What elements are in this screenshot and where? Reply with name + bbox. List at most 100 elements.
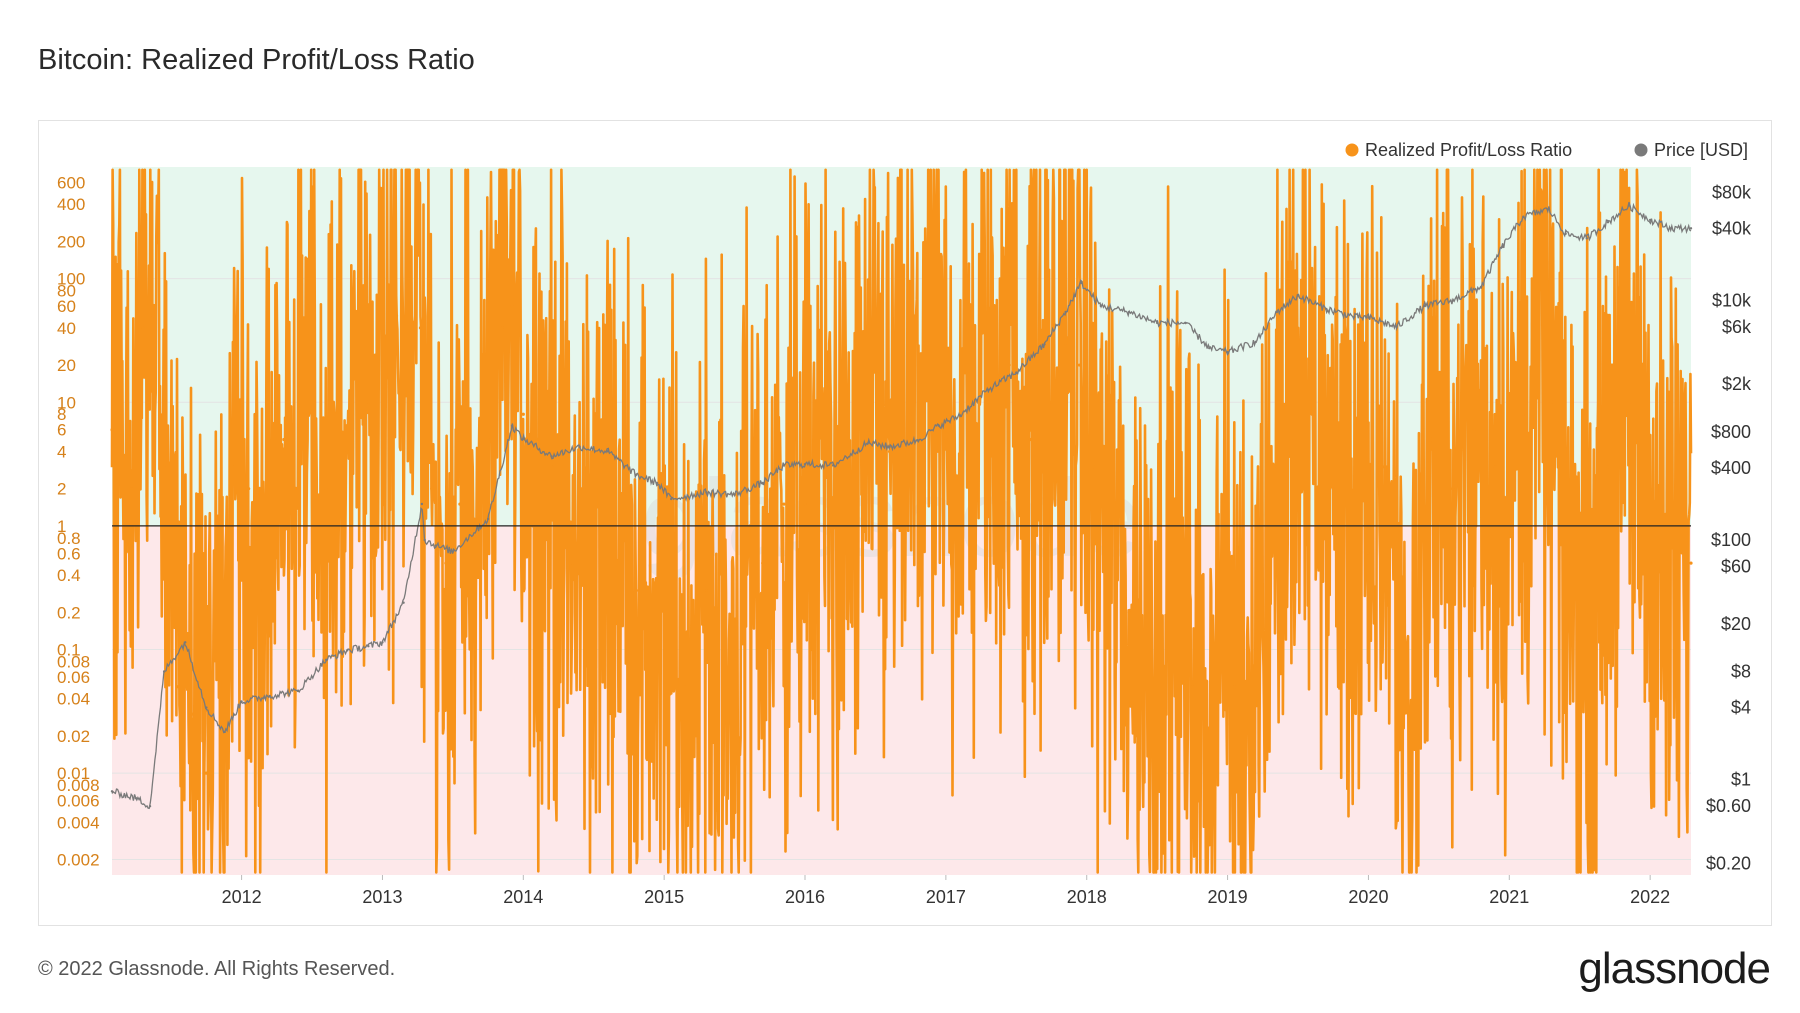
price-point xyxy=(782,464,786,467)
ratio-point xyxy=(1493,465,1497,469)
price-point xyxy=(1689,227,1693,230)
ratio-point xyxy=(909,412,913,416)
ratio-point xyxy=(1148,647,1152,652)
ratio-point xyxy=(1507,487,1511,491)
price-point xyxy=(1254,340,1257,344)
y-left-tick-label: 0.2 xyxy=(57,603,81,622)
ratio-point xyxy=(965,412,969,416)
price-point xyxy=(367,645,370,648)
ratio-point xyxy=(1190,685,1194,689)
ratio-point xyxy=(345,449,349,454)
y-left-tick-label: 8 xyxy=(57,405,66,424)
price-point xyxy=(1099,304,1103,308)
y-right-tick-label: $800 xyxy=(1711,422,1751,442)
price-point xyxy=(324,658,328,662)
y-left-tick-label: 200 xyxy=(57,232,85,251)
price-point xyxy=(831,464,835,467)
price-point xyxy=(1451,299,1455,302)
price-point xyxy=(510,424,514,427)
ratio-point xyxy=(1606,465,1610,469)
price-point xyxy=(268,694,271,698)
price-point xyxy=(434,544,438,547)
y-right-tick-label: $6k xyxy=(1722,317,1752,337)
y-left-tick-label: 6 xyxy=(57,421,66,440)
ratio-point xyxy=(1676,573,1680,577)
legend-item-ratio[interactable]: Realized Profit/Loss Ratio xyxy=(1365,140,1572,160)
price-point xyxy=(669,497,673,501)
price-point xyxy=(420,502,424,506)
ratio-point xyxy=(571,561,575,565)
price-point xyxy=(296,689,300,693)
price-point xyxy=(451,550,455,553)
price-point xyxy=(1324,307,1328,311)
ratio-point xyxy=(549,465,554,469)
ratio-point xyxy=(486,437,490,442)
series-line-price xyxy=(111,201,1692,810)
ratio-point xyxy=(190,712,194,716)
price-point xyxy=(1296,294,1300,297)
price-point xyxy=(205,706,208,709)
price-point xyxy=(522,437,525,441)
price-point xyxy=(1395,325,1398,329)
price-point xyxy=(867,441,870,444)
chart-svg: glassnode 0.0020.0040.0060.0080.010.020.… xyxy=(57,140,1752,907)
price-point xyxy=(148,805,152,808)
ratio-point xyxy=(634,588,638,593)
ratio-point xyxy=(261,588,265,593)
ratio-point xyxy=(1310,412,1314,416)
ratio-point xyxy=(1380,465,1385,469)
ratio-point xyxy=(430,487,434,491)
price-point xyxy=(223,730,226,734)
price-point xyxy=(1564,232,1567,236)
price-point xyxy=(486,517,490,521)
price-point xyxy=(1043,343,1046,346)
ratio-point xyxy=(1549,400,1554,404)
ratio-point xyxy=(986,400,990,404)
ratio-point xyxy=(232,465,237,469)
price-point xyxy=(1015,371,1018,374)
price-point xyxy=(916,439,919,442)
ratio-point xyxy=(141,326,145,330)
footer-copyright: © 2022 Glassnode. All Rights Reserved. xyxy=(38,958,396,980)
series-line-ratio xyxy=(110,168,1693,874)
y-left-tick-label: 0.004 xyxy=(57,813,100,832)
y-right-tick-label: $10k xyxy=(1712,290,1752,310)
price-point xyxy=(346,649,349,652)
price-point xyxy=(606,450,610,453)
ratio-point xyxy=(725,685,730,689)
price-point xyxy=(184,641,187,644)
ratio-point xyxy=(418,326,423,330)
ratio-point xyxy=(303,412,307,416)
chart-title: Bitcoin: Realized Profit/Loss Ratio xyxy=(38,44,475,76)
x-tick-label: 2018 xyxy=(1067,887,1107,907)
ratio-point xyxy=(761,561,765,565)
price-point xyxy=(1547,207,1550,211)
price-point xyxy=(1353,315,1356,319)
price-point xyxy=(550,455,553,458)
y-left-tick-label: 1 xyxy=(57,517,66,536)
ratio-point xyxy=(1078,363,1082,367)
x-tick-label: 2022 xyxy=(1630,887,1670,907)
y-right-tick-label: $20 xyxy=(1721,614,1751,634)
ratio-point xyxy=(1366,551,1371,555)
ratio-point xyxy=(1535,363,1540,367)
ratio-point xyxy=(1127,610,1131,614)
ratio-point xyxy=(655,647,659,652)
ratio-point xyxy=(592,551,596,555)
legend-item-price[interactable]: Price [USD] xyxy=(1654,140,1748,160)
y-left-tick-label: 0.008 xyxy=(57,776,100,795)
price-point xyxy=(1627,204,1631,207)
ratio-point xyxy=(1218,588,1223,593)
price-point xyxy=(803,462,807,466)
price-point xyxy=(958,414,962,417)
price-point xyxy=(1079,281,1083,285)
price-point xyxy=(240,700,243,703)
y-right-tick-label: $80k xyxy=(1712,182,1752,202)
ratio-point xyxy=(669,659,673,664)
price-point xyxy=(733,493,736,496)
x-tick-label: 2021 xyxy=(1489,887,1529,907)
ratio-point xyxy=(1472,428,1476,432)
ratio-point xyxy=(1521,412,1525,416)
price-point xyxy=(578,445,581,449)
ratio-point xyxy=(204,771,208,775)
